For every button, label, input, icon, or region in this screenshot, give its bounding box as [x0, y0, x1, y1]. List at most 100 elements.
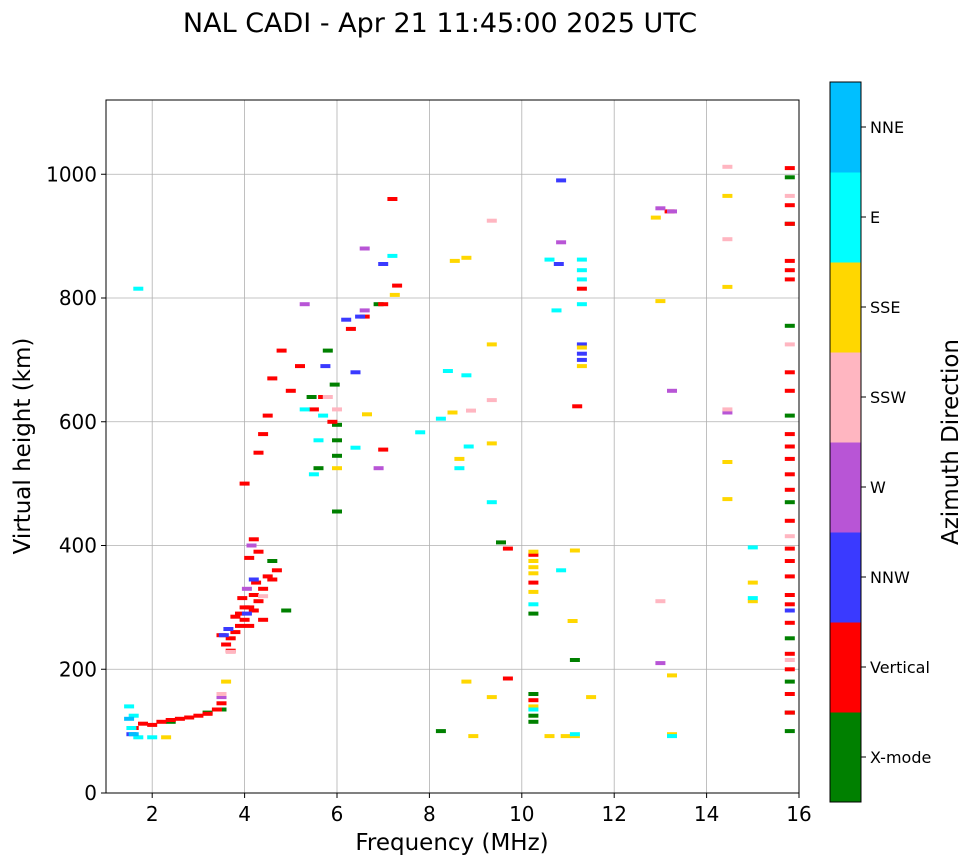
data-point: [784, 456, 795, 461]
data-point: [246, 543, 257, 548]
data-point: [244, 623, 255, 628]
data-point: [332, 422, 342, 427]
data-point: [667, 209, 677, 214]
series-e: [124, 253, 758, 740]
data-point: [466, 408, 476, 413]
y-tick-label: 600: [59, 410, 97, 434]
data-point: [248, 537, 259, 542]
data-point: [502, 546, 513, 551]
data-point: [253, 450, 264, 455]
data-point: [784, 166, 795, 171]
series-sse: [161, 193, 758, 740]
x-tick-label: 6: [331, 802, 344, 826]
colorbar-segment: [830, 442, 861, 533]
data-point: [248, 577, 259, 582]
data-point: [461, 679, 472, 684]
data-point: [362, 412, 372, 417]
data-point: [784, 658, 795, 662]
data-point: [306, 395, 317, 399]
plot-background: [106, 100, 799, 793]
data-point: [586, 695, 597, 700]
data-point: [378, 302, 389, 307]
data-point: [667, 734, 677, 739]
y-axis: 0 200 400 600 800 1000: [46, 162, 106, 805]
data-point: [784, 608, 795, 613]
data-point: [262, 413, 273, 418]
y-tick-label: 0: [84, 781, 97, 805]
y-tick-label: 1000: [46, 162, 97, 186]
data-point: [722, 407, 733, 412]
data-point: [225, 649, 236, 654]
data-point: [784, 667, 795, 672]
data-point: [322, 348, 333, 353]
data-point: [389, 292, 400, 297]
data-point: [784, 487, 795, 492]
x-axis-label: Frequency (MHz): [355, 830, 548, 856]
plot-area: [105, 99, 800, 794]
data-point: [528, 611, 539, 616]
data-points: [124, 164, 795, 740]
plot-frame: [105, 99, 800, 794]
data-point: [216, 701, 227, 706]
data-point: [156, 719, 167, 724]
y-tick-label: 400: [59, 534, 97, 558]
data-point: [655, 661, 666, 666]
data-point: [165, 718, 176, 722]
data-point: [253, 599, 264, 604]
colorbar-segment: [830, 532, 861, 623]
data-point: [248, 593, 259, 597]
data-point: [193, 713, 204, 718]
data-point: [486, 500, 497, 505]
data-point: [528, 571, 539, 576]
data-point: [784, 444, 795, 449]
data-point: [572, 404, 583, 409]
data-point: [784, 574, 795, 579]
data-point: [722, 410, 733, 415]
data-point: [258, 617, 269, 622]
data-point: [576, 286, 587, 291]
data-point: [239, 605, 250, 610]
data-point: [528, 589, 539, 594]
data-point: [258, 432, 269, 437]
data-point: [237, 596, 248, 601]
data-point: [299, 302, 310, 307]
data-point: [528, 719, 539, 724]
data-point: [262, 574, 273, 579]
data-point: [784, 472, 795, 477]
colorbar-tick-label: Vertical: [870, 658, 930, 677]
data-point: [126, 726, 137, 730]
chart-title: NAL CADI - Apr 21 11:45:00 2025 UTC: [183, 8, 697, 39]
x-tick-label: 8: [423, 802, 436, 826]
data-point: [161, 735, 172, 740]
data-point: [502, 676, 513, 681]
data-point: [486, 218, 497, 223]
data-point: [230, 614, 241, 619]
data-point: [784, 432, 795, 437]
data-point: [576, 345, 587, 350]
data-point: [461, 373, 472, 378]
data-point: [553, 262, 564, 266]
data-point: [560, 734, 571, 739]
data-point: [133, 735, 144, 740]
data-point: [544, 257, 555, 262]
data-point: [784, 258, 795, 263]
data-point: [313, 466, 324, 471]
x-axis: 2 4 6 8 10 12 14 16: [146, 793, 812, 826]
data-point: [747, 545, 758, 550]
data-point: [449, 258, 460, 263]
data-point: [528, 692, 539, 696]
colorbar-segment: [830, 712, 861, 803]
data-point: [174, 716, 185, 721]
data-point: [486, 695, 497, 700]
data-point: [784, 518, 795, 523]
data-point: [329, 382, 340, 387]
data-point: [784, 203, 795, 208]
data-point: [784, 175, 795, 180]
data-point: [184, 715, 195, 720]
series-w: [216, 206, 733, 700]
data-point: [359, 308, 370, 313]
data-point: [147, 722, 158, 727]
data-point: [486, 342, 497, 347]
data-point: [133, 286, 144, 291]
colorbar-tick-label: SSW: [870, 388, 906, 407]
